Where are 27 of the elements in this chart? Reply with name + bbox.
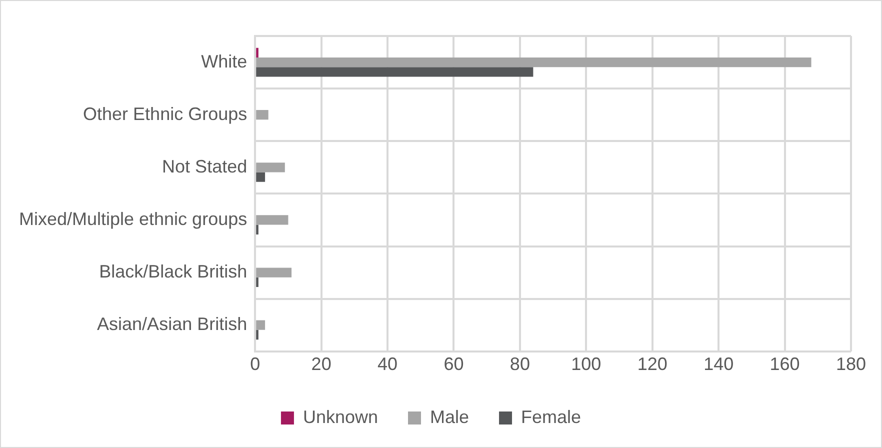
legend-label: Unknown <box>302 406 378 427</box>
x-tick-label: 0 <box>250 354 260 374</box>
bar <box>256 320 266 330</box>
bar <box>256 67 534 77</box>
y-tick-label: Asian/Asian British <box>97 314 248 334</box>
x-tick-label: 60 <box>444 354 464 374</box>
x-tick-label: 80 <box>510 354 530 374</box>
y-tick-label: White <box>201 51 248 72</box>
y-tick-label: Other Ethnic Groups <box>83 104 248 124</box>
x-tick-label: 160 <box>770 354 800 374</box>
bar <box>256 172 266 182</box>
bar <box>256 57 812 68</box>
x-tick-label: 40 <box>378 354 398 374</box>
bar <box>256 110 268 120</box>
x-tick-label: 180 <box>836 354 866 374</box>
legend-label: Female <box>521 406 582 427</box>
x-tick-label: 20 <box>311 354 332 374</box>
bar <box>256 215 288 225</box>
bar <box>256 162 285 172</box>
y-tick-label: Mixed/Multiple ethnic groups <box>18 208 248 229</box>
x-tick-label: 140 <box>704 354 734 374</box>
bar <box>256 268 292 278</box>
x-tick-label: 120 <box>637 354 668 374</box>
y-tick-label: Not Stated <box>162 156 248 176</box>
y-tick-label: Black/Black British <box>99 262 248 282</box>
legend-label: Male <box>430 406 470 427</box>
x-tick-label: 100 <box>571 354 602 374</box>
